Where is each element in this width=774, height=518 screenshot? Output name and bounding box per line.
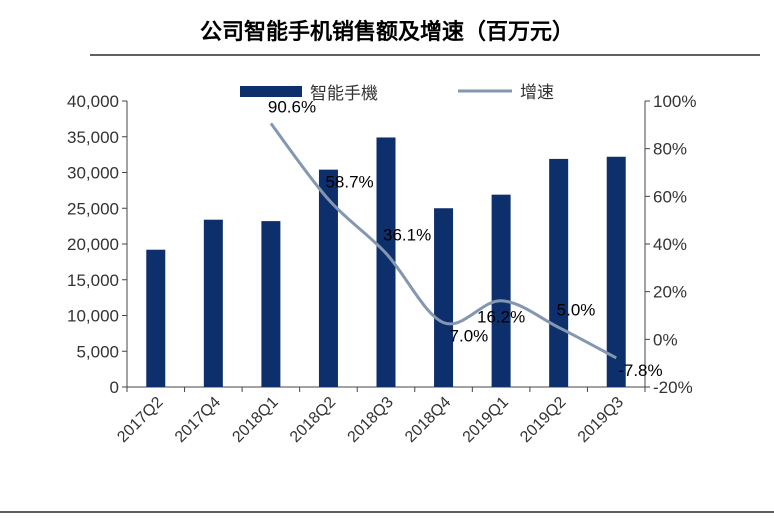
bar-2018Q3: [376, 137, 396, 387]
bars: [146, 137, 626, 387]
right-tick-label: 100%: [653, 92, 696, 111]
right-tick-label: 40%: [653, 235, 687, 254]
x-tick-label: 2019Q1: [460, 394, 512, 446]
growth-label-2019Q1: 16.2%: [477, 308, 525, 327]
right-tick-label: 80%: [653, 140, 687, 159]
legend-swatch-bar: [240, 86, 302, 97]
left-tick-label: 25,000: [67, 199, 119, 218]
growth-label-2018Q2: 58.7%: [325, 172, 373, 191]
bar-2019Q1: [491, 194, 511, 387]
x-tick-label: 2018Q3: [345, 394, 397, 446]
bar-2019Q2: [549, 158, 569, 387]
bar-2019Q3: [606, 156, 626, 387]
data-labels: 90.6% 58.7% 36.1% 7.0%16.2% 5.0% -7.8%: [268, 97, 663, 380]
growth-line-layer: [269, 122, 617, 360]
bar-2017Q4: [203, 219, 223, 387]
right-tick-label: -20%: [653, 378, 693, 397]
left-tick-label: 0: [110, 378, 119, 397]
left-tick-label: 20,000: [67, 235, 119, 254]
bar-2018Q1: [261, 221, 281, 387]
x-tick-label: 2018Q4: [402, 394, 454, 446]
bar-2017Q2: [146, 249, 166, 387]
left-tick-label: 15,000: [67, 271, 119, 290]
legend: 智能手機 增速: [240, 83, 554, 104]
left-tick-label: 35,000: [67, 128, 119, 147]
chart-title: 公司智能手机销售额及增速（百万元）: [199, 20, 574, 45]
left-tick-label: 40,000: [67, 92, 119, 111]
legend-label-bar: 智能手機: [310, 84, 378, 104]
growth-line: [269, 122, 617, 360]
right-tick-label: 60%: [653, 187, 687, 206]
bar-2018Q2: [318, 169, 338, 387]
bar-2018Q4: [434, 208, 454, 387]
growth-label-2018Q3: 36.1%: [383, 225, 431, 244]
x-tick-label: 2018Q1: [229, 394, 281, 446]
left-tick-label: 10,000: [67, 307, 119, 326]
growth-label-2019Q3: -7.8%: [618, 361, 662, 380]
x-tick-label: 2017Q2: [114, 394, 166, 446]
x-tick-label: 2019Q3: [575, 394, 627, 446]
x-tick-label: 2019Q2: [517, 394, 569, 446]
x-tick-label: 2017Q4: [172, 394, 224, 446]
legend-label-line: 增速: [520, 83, 554, 103]
growth-label-2018Q4: 7.0%: [450, 327, 489, 346]
right-tick-label: 0%: [653, 330, 678, 349]
right-tick-label: 20%: [653, 283, 687, 302]
x-tick-label: 2018Q2: [287, 394, 339, 446]
left-tick-label: 30,000: [67, 164, 119, 183]
growth-label-2019Q2: 5.0%: [557, 300, 596, 319]
growth-label-2018Q1: 90.6%: [268, 97, 316, 116]
left-tick-label: 5,000: [76, 342, 119, 361]
